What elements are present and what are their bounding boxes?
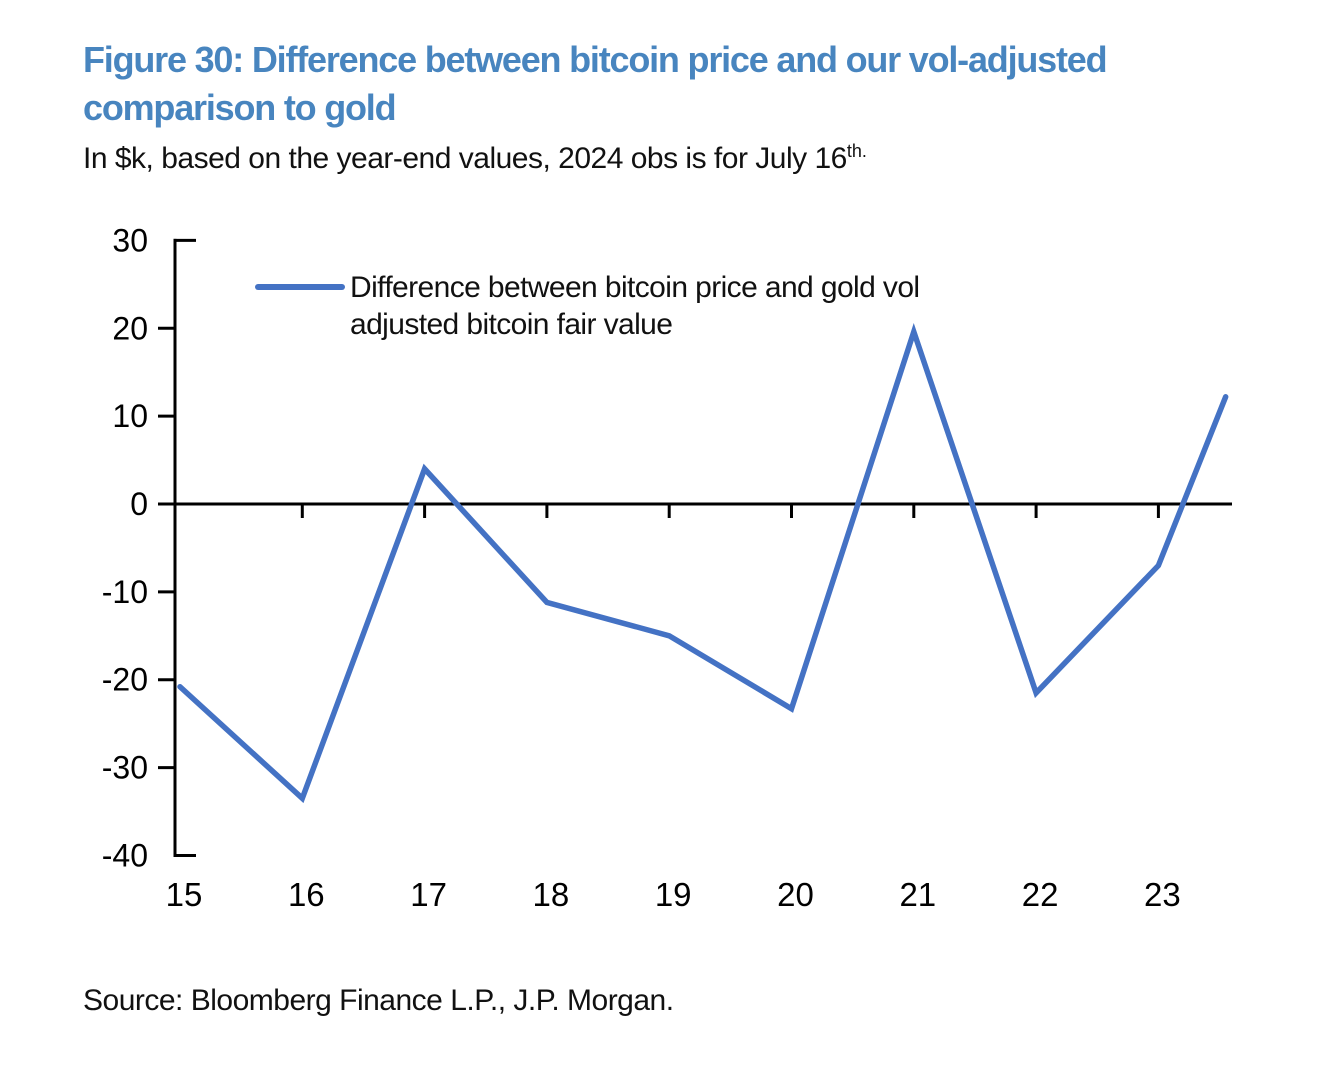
figure-subtitle: In $k, based on the year-end values, 202… xyxy=(83,141,1233,180)
source-text: Source: Bloomberg Finance L.P., J.P. Mor… xyxy=(83,984,674,1017)
x-tick-label: 21 xyxy=(899,876,936,913)
figure-title: Figure 30: Difference between bitcoin pr… xyxy=(83,39,1108,128)
figure-subtitle-text: In $k, based on the year-end values, 202… xyxy=(83,142,847,175)
x-tick-label: 20 xyxy=(777,876,814,913)
x-tick-label: 18 xyxy=(533,876,570,913)
legend-label: Difference between bitcoin price and gol… xyxy=(350,271,920,341)
subtitle-superscript: th. xyxy=(846,141,867,161)
data-line xyxy=(177,323,1229,804)
x-tick-label: 23 xyxy=(1144,876,1181,913)
y-tick-label: -20 xyxy=(102,662,148,698)
y-tick-label: 20 xyxy=(112,310,148,346)
x-tick-label: 22 xyxy=(1022,876,1059,913)
y-tick-label: 0 xyxy=(130,486,148,522)
chart-legend: Difference between bitcoin price and gol… xyxy=(255,269,1000,343)
y-tick-label: 30 xyxy=(112,222,148,258)
y-tick-label: -40 xyxy=(102,837,148,873)
y-tick-label: -30 xyxy=(102,750,148,786)
legend-line-swatch xyxy=(255,284,345,290)
y-tick-label: 10 xyxy=(112,398,148,434)
x-tick-label: 19 xyxy=(655,876,692,913)
x-tick-label: 17 xyxy=(410,876,447,913)
y-tick-label: -10 xyxy=(102,574,148,610)
x-tick-label: 16 xyxy=(288,876,325,913)
x-tick-label: 15 xyxy=(166,876,203,913)
